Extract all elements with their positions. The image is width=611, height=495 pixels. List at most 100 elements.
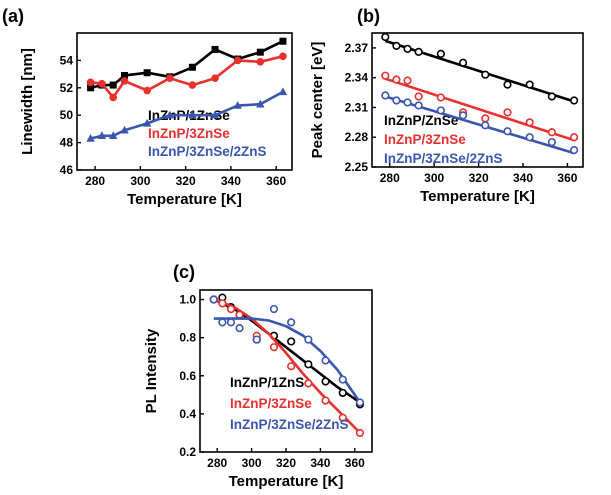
x-tick-label: 300 [130, 174, 150, 188]
data-point [98, 79, 106, 88]
data-point [143, 69, 151, 77]
panel-label: (b) [357, 6, 380, 26]
data-point [458, 111, 468, 120]
data-point [403, 98, 412, 107]
y-tick-label: 50 [60, 108, 74, 122]
series-line [90, 55, 284, 99]
y-tick-label: 46 [60, 163, 74, 177]
x-tick-label: 280 [207, 456, 227, 470]
data-point [355, 428, 365, 438]
legend-entry: InZnP/3ZnSe/2ZnS [230, 417, 349, 432]
y-tick-label: 2.25 [345, 160, 369, 174]
x-tick-label: 280 [380, 171, 400, 185]
data-point [86, 78, 95, 87]
legend-entry: InZnP/3ZnSe [230, 396, 312, 411]
data-point [269, 343, 279, 352]
data-point [338, 375, 347, 384]
series-2: InZnP/3ZnSe [86, 52, 287, 141]
data-point [87, 84, 95, 92]
data-point [547, 128, 557, 137]
y-tick-label: 48 [60, 136, 74, 150]
y-tick-label: 1.0 [179, 293, 196, 307]
data-point [304, 379, 313, 388]
data-point [321, 356, 330, 365]
y-tick-label: 54 [60, 53, 74, 67]
x-tick-label: 320 [176, 174, 196, 188]
data-point [570, 133, 579, 142]
data-point [338, 388, 347, 398]
y-tick-label: 0.2 [179, 445, 196, 459]
y-tick-label: 2.34 [345, 71, 369, 85]
legend-entry: InZnP/3ZnSe [148, 126, 230, 141]
data-point [547, 92, 557, 101]
data-point [226, 304, 236, 314]
y-tick-label: 2.28 [345, 130, 369, 144]
data-point [381, 91, 390, 100]
panel-label: (a) [2, 6, 24, 26]
y-tick-label: 2.31 [345, 100, 369, 114]
data-point [279, 52, 287, 61]
data-point [226, 318, 236, 327]
data-point [209, 295, 218, 304]
data-point [304, 335, 313, 344]
legend-entry: InZnP/3ZnSe/2ZnS [384, 151, 503, 166]
y-axis-title: PL Intensity [143, 328, 160, 413]
data-point [256, 48, 264, 56]
data-point [278, 87, 288, 96]
data-point [503, 127, 512, 136]
data-point [414, 47, 423, 56]
data-point [392, 75, 401, 84]
x-tick-label: 320 [276, 456, 296, 470]
data-point [287, 318, 296, 327]
data-point [109, 93, 118, 102]
chart-panel-1: (a) 280 300 320 340 360 46 48 50 52 54 Temperature … [2, 6, 293, 208]
data-point [142, 118, 152, 127]
data-point [403, 76, 412, 85]
data-point [233, 101, 242, 109]
data-point [120, 77, 129, 85]
data-point [86, 133, 95, 142]
data-point [165, 74, 174, 83]
x-axis-title: Temperature [K] [127, 191, 242, 208]
x-tick-label: 340 [310, 456, 330, 470]
data-point [97, 131, 107, 139]
data-point [287, 337, 296, 346]
data-point [287, 362, 296, 371]
data-point [381, 32, 390, 42]
x-tick-label: 320 [469, 171, 489, 185]
series-1: InZnP/ZnSe [381, 32, 579, 128]
data-point [355, 398, 365, 407]
data-point [321, 396, 330, 405]
y-tick-label: 0.4 [179, 407, 196, 421]
series-2: InZnP/3ZnSe [381, 71, 579, 147]
data-point [120, 125, 129, 134]
fit-line [384, 77, 575, 142]
data-point [503, 80, 512, 89]
x-axis-title: Temperature [K] [229, 473, 344, 490]
series-3: InZnP/3ZnSe/2ZnS [86, 87, 288, 159]
x-tick-label: 280 [85, 174, 105, 188]
data-point [481, 121, 490, 130]
data-point [321, 377, 330, 386]
data-point [381, 71, 390, 80]
data-point [458, 58, 468, 67]
series-1: InZnP/1ZnSe [87, 37, 287, 123]
x-tick-label: 340 [513, 171, 533, 185]
data-point [269, 304, 279, 314]
data-point [436, 106, 445, 115]
data-point [188, 110, 197, 119]
series-line [90, 40, 284, 90]
data-point [436, 93, 445, 102]
x-tick-label: 360 [266, 174, 286, 188]
data-point [525, 133, 534, 142]
series-2: InZnP/3ZnSe [209, 295, 365, 438]
x-tick-label: 360 [345, 456, 365, 470]
data-point [503, 108, 512, 117]
x-tick-label: 340 [221, 174, 241, 188]
data-point [525, 118, 534, 127]
data-point [235, 310, 244, 319]
data-point [436, 49, 445, 58]
data-point [570, 96, 579, 105]
series-3: InZnP/3ZnSe/2ZnS [381, 91, 579, 166]
